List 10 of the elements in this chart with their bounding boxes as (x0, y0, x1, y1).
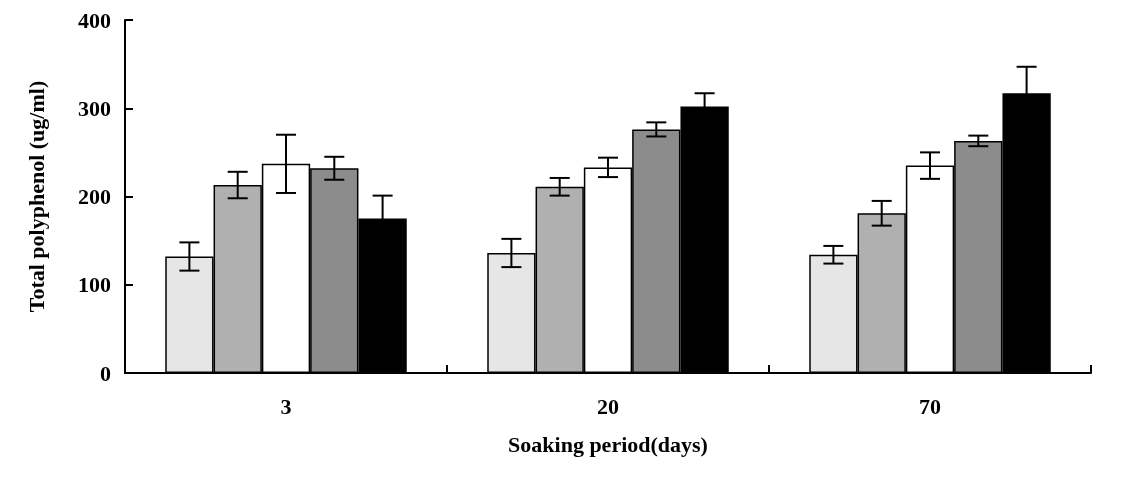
x-axis-title: Soaking period(days) (508, 431, 708, 457)
y-tick-label: 200 (78, 184, 111, 209)
y-tick-label: 100 (78, 272, 111, 298)
y-tick-label: 400 (78, 7, 111, 33)
x-tick-label: 20 (597, 393, 619, 419)
y-tick-label: 0 (100, 360, 111, 386)
x-tick-label: 70 (919, 393, 941, 419)
y-tick-label: 300 (78, 95, 111, 121)
y-axis-title: Total polyphenol (ug/ml) (23, 80, 49, 313)
x-tick-label: 3 (280, 393, 292, 419)
